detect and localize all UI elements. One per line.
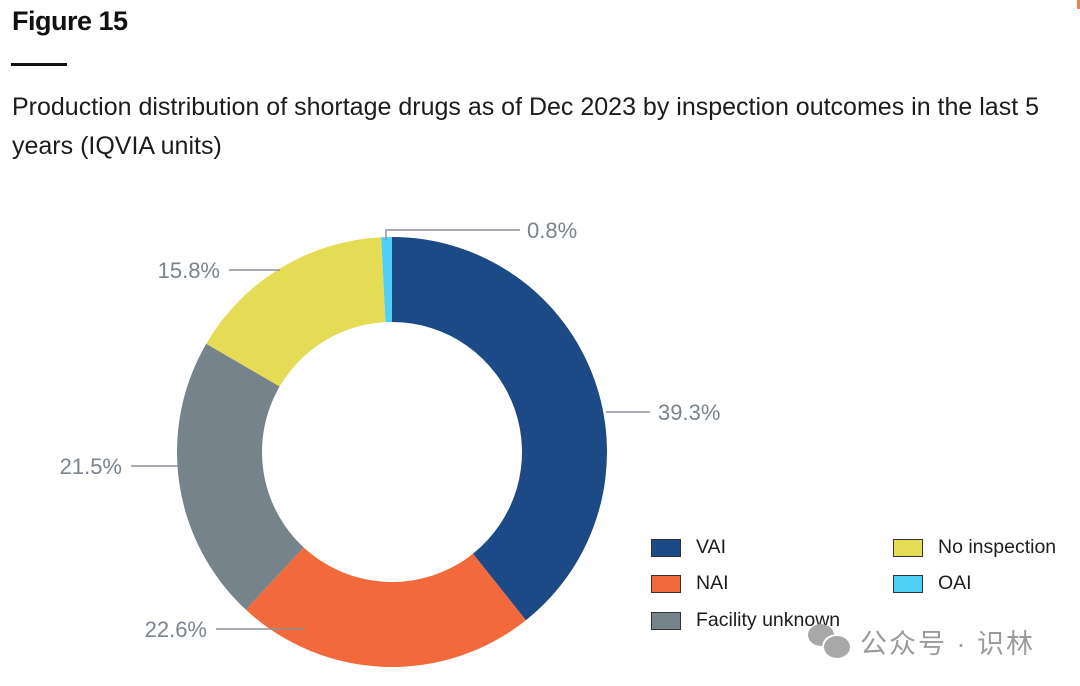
legend-swatch-vai <box>651 538 681 557</box>
leader-lines <box>131 229 650 630</box>
legend-label-no-inspection: No inspection <box>938 536 1057 558</box>
slice-nai <box>245 547 526 667</box>
legend-label-oai: OAI <box>938 572 972 594</box>
slice-label-oai: 0.8% <box>527 218 577 243</box>
chart-title: Production distribution of shortage drug… <box>12 93 1039 160</box>
figure-label: Figure 15 <box>12 6 128 36</box>
legend-item-nai: NAI <box>651 572 729 595</box>
slice-label-no-inspection: 15.8% <box>158 258 220 283</box>
slice-no-inspection <box>206 237 386 387</box>
slice-label-nai: 22.6% <box>145 617 207 642</box>
corner-accent <box>1077 0 1080 9</box>
legend-label-nai: NAI <box>696 572 729 594</box>
legend-swatch-nai <box>651 574 681 593</box>
watermark: 公众号 · 识林 <box>808 622 1035 661</box>
legend-swatch-no-inspection <box>893 538 923 557</box>
slice-label-vai: 39.3% <box>658 400 720 425</box>
legend-swatch-facility-unknown <box>651 611 681 630</box>
leader-line-oai <box>385 229 520 240</box>
title-divider <box>11 63 67 66</box>
slice-labels: 39.3% 22.6% 21.5% 15.8% 0.8% <box>60 218 721 642</box>
slice-vai <box>392 237 608 621</box>
slice-label-facility-unknown: 21.5% <box>60 454 122 479</box>
slice-facility-unknown <box>177 343 304 610</box>
legend-item-facility-unknown: Facility unknown <box>651 609 840 632</box>
legend-item-vai: VAI <box>651 536 726 559</box>
legend-item-no-inspection: No inspection <box>893 536 1056 559</box>
donut-slices <box>177 237 608 667</box>
legend-swatch-oai <box>893 574 923 593</box>
legend-label-facility-unknown: Facility unknown <box>696 609 841 631</box>
wechat-icon <box>808 623 852 660</box>
watermark-text: 公众号 · 识林 <box>860 629 1035 659</box>
legend-label-vai: VAI <box>696 536 726 558</box>
legend-item-oai: OAI <box>893 572 972 595</box>
slice-oai <box>381 237 392 323</box>
